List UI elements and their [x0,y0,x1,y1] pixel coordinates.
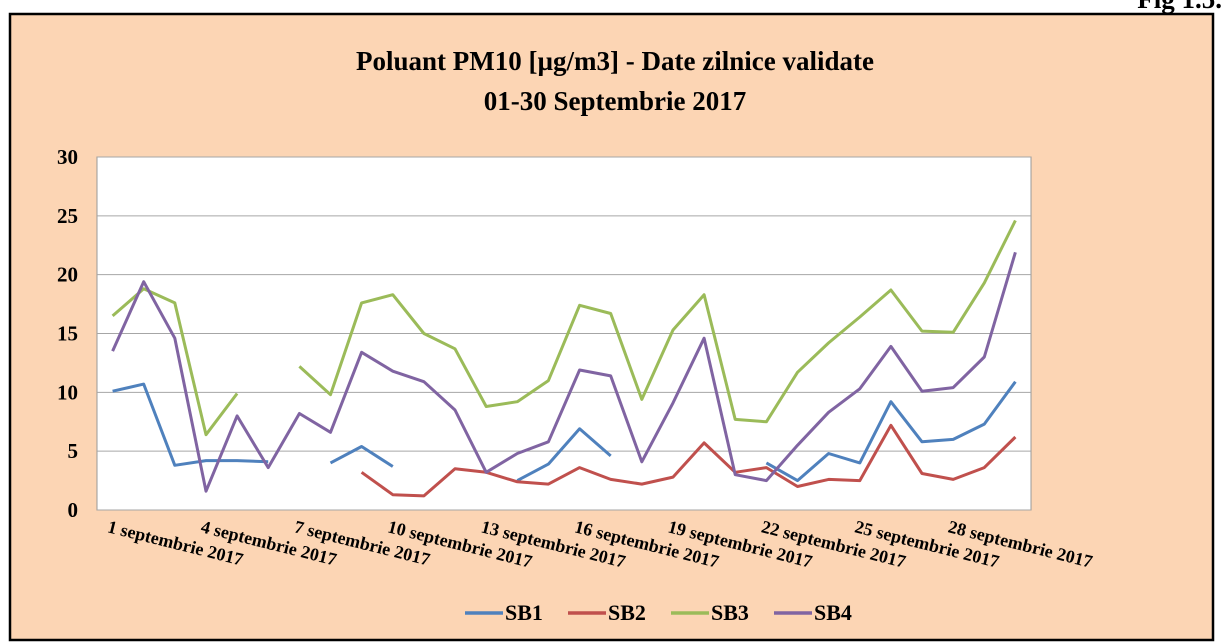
series-line [111,251,1017,493]
series-line [360,423,1017,498]
y-tick-label: 0 [68,498,79,522]
legend-label: SB2 [608,600,646,625]
y-tick-label: 5 [68,439,79,463]
y-tick-label: 20 [57,263,78,287]
y-tick-label: 25 [57,204,78,228]
y-tick-label: 30 [57,145,78,169]
y-tick-label: 15 [57,322,78,346]
series-line [112,380,1017,483]
legend-label: SB1 [505,600,543,625]
y-tick-label: 10 [57,380,78,404]
series-line [111,219,1017,437]
chart-subtitle: 01-30 Septembrie 2017 [484,86,746,116]
chart-title: Poluant PM10 [µg/m3] - Date zilnice vali… [356,46,874,76]
legend-label: SB3 [711,600,749,625]
legend-label: SB4 [814,600,852,625]
figure-label: Fig 1.5. [1137,0,1222,14]
